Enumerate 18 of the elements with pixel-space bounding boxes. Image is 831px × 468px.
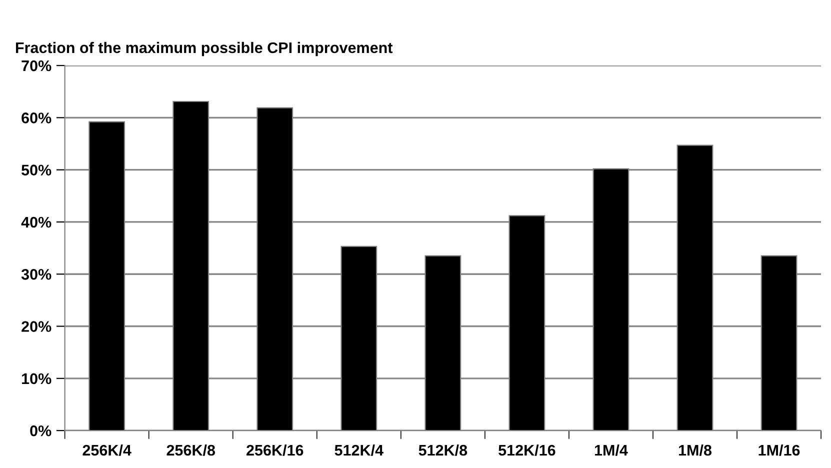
y-tick-label: 20% xyxy=(22,321,52,332)
y-tick-label: 40% xyxy=(21,216,52,228)
x-tick-label: 512K/4 xyxy=(334,444,384,456)
x-tick-label: 256K/4 xyxy=(82,444,132,456)
y-tick-label: 0% xyxy=(30,425,52,436)
x-tick-label: 256K/8 xyxy=(166,444,216,456)
x-tick-label: 512K/16 xyxy=(498,444,556,456)
chart-title: Fraction of the maximum possible CPI improvement xyxy=(16,42,393,56)
x-tick-label: 512K/8 xyxy=(418,444,468,456)
y-tick-label: 50% xyxy=(22,164,52,176)
y-tick-label: 30% xyxy=(21,268,52,280)
x-tick-label: 1M/16 xyxy=(758,444,800,456)
y-tick-label: 10% xyxy=(22,373,52,384)
x-tick-label: 256K/16 xyxy=(246,444,304,456)
x-tick-label: 1M/8 xyxy=(678,444,712,456)
x-tick-label: 1M/4 xyxy=(594,444,628,456)
y-tick-label: 60% xyxy=(22,112,52,124)
y-tick-label: 70% xyxy=(22,60,52,72)
